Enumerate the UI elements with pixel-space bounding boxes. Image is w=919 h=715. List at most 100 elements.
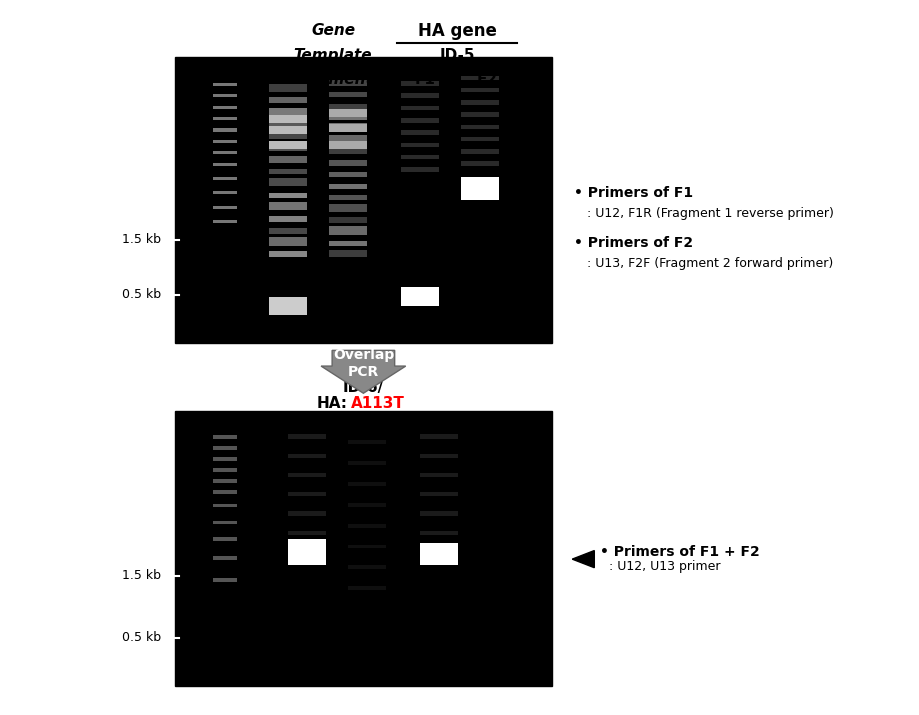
FancyBboxPatch shape bbox=[420, 492, 458, 496]
FancyBboxPatch shape bbox=[212, 578, 237, 582]
Text: A113T: A113T bbox=[350, 397, 404, 411]
Text: 0.5 kb: 0.5 kb bbox=[121, 631, 161, 644]
FancyBboxPatch shape bbox=[212, 192, 237, 194]
FancyBboxPatch shape bbox=[401, 167, 438, 172]
FancyBboxPatch shape bbox=[329, 241, 367, 246]
FancyBboxPatch shape bbox=[212, 129, 237, 132]
FancyBboxPatch shape bbox=[212, 468, 237, 472]
FancyBboxPatch shape bbox=[329, 109, 367, 117]
FancyBboxPatch shape bbox=[329, 79, 367, 86]
FancyBboxPatch shape bbox=[175, 411, 551, 686]
FancyBboxPatch shape bbox=[269, 156, 307, 162]
FancyBboxPatch shape bbox=[420, 453, 458, 458]
FancyBboxPatch shape bbox=[461, 100, 499, 104]
Text: 1.5 kb: 1.5 kb bbox=[122, 569, 161, 582]
FancyBboxPatch shape bbox=[212, 537, 237, 541]
FancyBboxPatch shape bbox=[269, 141, 307, 149]
FancyBboxPatch shape bbox=[269, 127, 307, 134]
FancyBboxPatch shape bbox=[461, 162, 499, 166]
FancyBboxPatch shape bbox=[401, 82, 438, 86]
FancyBboxPatch shape bbox=[288, 473, 325, 477]
FancyBboxPatch shape bbox=[329, 134, 367, 143]
Text: Gene: Gene bbox=[311, 24, 355, 38]
FancyBboxPatch shape bbox=[348, 503, 386, 507]
FancyBboxPatch shape bbox=[212, 504, 237, 508]
FancyBboxPatch shape bbox=[269, 84, 307, 92]
FancyBboxPatch shape bbox=[401, 118, 438, 122]
FancyBboxPatch shape bbox=[212, 94, 237, 97]
FancyBboxPatch shape bbox=[420, 434, 458, 438]
FancyBboxPatch shape bbox=[420, 511, 458, 516]
FancyBboxPatch shape bbox=[329, 204, 367, 212]
FancyBboxPatch shape bbox=[401, 106, 438, 110]
FancyBboxPatch shape bbox=[329, 226, 367, 235]
FancyBboxPatch shape bbox=[461, 124, 499, 129]
FancyArrow shape bbox=[321, 350, 405, 393]
FancyBboxPatch shape bbox=[461, 88, 499, 92]
FancyBboxPatch shape bbox=[420, 531, 458, 535]
FancyBboxPatch shape bbox=[329, 160, 367, 166]
FancyBboxPatch shape bbox=[212, 220, 237, 223]
FancyBboxPatch shape bbox=[269, 131, 307, 139]
FancyBboxPatch shape bbox=[329, 124, 367, 132]
FancyBboxPatch shape bbox=[212, 206, 237, 209]
FancyBboxPatch shape bbox=[348, 586, 386, 590]
FancyBboxPatch shape bbox=[269, 177, 307, 187]
FancyBboxPatch shape bbox=[329, 195, 367, 200]
FancyBboxPatch shape bbox=[420, 473, 458, 477]
FancyBboxPatch shape bbox=[288, 453, 325, 458]
FancyBboxPatch shape bbox=[269, 97, 307, 104]
FancyBboxPatch shape bbox=[401, 142, 438, 147]
Polygon shape bbox=[572, 551, 594, 568]
Text: HA gene: HA gene bbox=[417, 21, 496, 40]
FancyBboxPatch shape bbox=[269, 121, 307, 127]
FancyBboxPatch shape bbox=[461, 177, 499, 200]
FancyBboxPatch shape bbox=[288, 511, 325, 516]
FancyBboxPatch shape bbox=[212, 446, 237, 450]
FancyBboxPatch shape bbox=[269, 169, 307, 174]
Text: : U12, F1R (Fragment 1 reverse primer): : U12, F1R (Fragment 1 reverse primer) bbox=[586, 207, 833, 220]
Text: ID-5: ID-5 bbox=[439, 49, 474, 63]
Text: • Primers of F1 + F2: • Primers of F1 + F2 bbox=[599, 545, 759, 559]
Text: HA:: HA: bbox=[316, 397, 347, 411]
FancyBboxPatch shape bbox=[348, 523, 386, 528]
Text: : U12, U13 primer: : U12, U13 primer bbox=[608, 561, 720, 573]
Text: F1: F1 bbox=[414, 72, 435, 87]
FancyBboxPatch shape bbox=[288, 434, 325, 438]
FancyBboxPatch shape bbox=[212, 106, 237, 109]
FancyBboxPatch shape bbox=[329, 104, 367, 109]
FancyBboxPatch shape bbox=[401, 130, 438, 135]
Text: • Primers of F1: • Primers of F1 bbox=[573, 186, 692, 200]
FancyBboxPatch shape bbox=[288, 492, 325, 496]
FancyBboxPatch shape bbox=[269, 115, 307, 123]
FancyBboxPatch shape bbox=[212, 556, 237, 560]
FancyBboxPatch shape bbox=[212, 479, 237, 483]
FancyBboxPatch shape bbox=[269, 297, 307, 315]
FancyBboxPatch shape bbox=[348, 440, 386, 444]
Text: 1.5 kb: 1.5 kb bbox=[122, 233, 161, 246]
FancyBboxPatch shape bbox=[212, 490, 237, 494]
FancyBboxPatch shape bbox=[401, 154, 438, 159]
FancyBboxPatch shape bbox=[461, 137, 499, 142]
FancyBboxPatch shape bbox=[212, 163, 237, 166]
FancyBboxPatch shape bbox=[269, 251, 307, 257]
FancyBboxPatch shape bbox=[269, 202, 307, 210]
FancyBboxPatch shape bbox=[329, 123, 367, 132]
FancyBboxPatch shape bbox=[212, 83, 237, 86]
FancyBboxPatch shape bbox=[461, 112, 499, 117]
FancyBboxPatch shape bbox=[212, 117, 237, 120]
FancyBboxPatch shape bbox=[269, 108, 307, 115]
FancyBboxPatch shape bbox=[288, 539, 325, 566]
FancyBboxPatch shape bbox=[348, 461, 386, 465]
Text: F2: F2 bbox=[477, 72, 497, 87]
FancyBboxPatch shape bbox=[212, 458, 237, 460]
FancyBboxPatch shape bbox=[348, 566, 386, 569]
Text: Fragment: Fragment bbox=[292, 72, 373, 87]
FancyBboxPatch shape bbox=[212, 140, 237, 143]
FancyBboxPatch shape bbox=[269, 237, 307, 245]
FancyBboxPatch shape bbox=[212, 177, 237, 180]
Text: Template: Template bbox=[293, 49, 372, 63]
Text: : U13, F2F (Fragment 2 forward primer): : U13, F2F (Fragment 2 forward primer) bbox=[586, 257, 833, 270]
FancyBboxPatch shape bbox=[175, 57, 551, 343]
Text: 0.5 kb: 0.5 kb bbox=[121, 288, 161, 301]
